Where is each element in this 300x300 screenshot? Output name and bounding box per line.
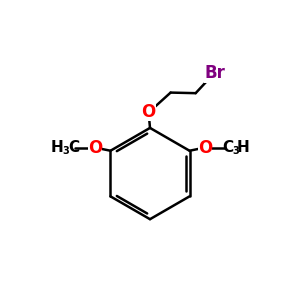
Text: C: C [222,140,233,155]
Text: 3: 3 [232,146,239,156]
Text: Br: Br [204,64,225,82]
Text: 3: 3 [62,146,69,156]
Text: O: O [88,140,102,158]
Text: H: H [50,140,63,155]
Text: C: C [68,140,79,155]
Text: H: H [237,140,250,155]
Text: O: O [141,103,156,121]
Text: O: O [198,140,212,158]
